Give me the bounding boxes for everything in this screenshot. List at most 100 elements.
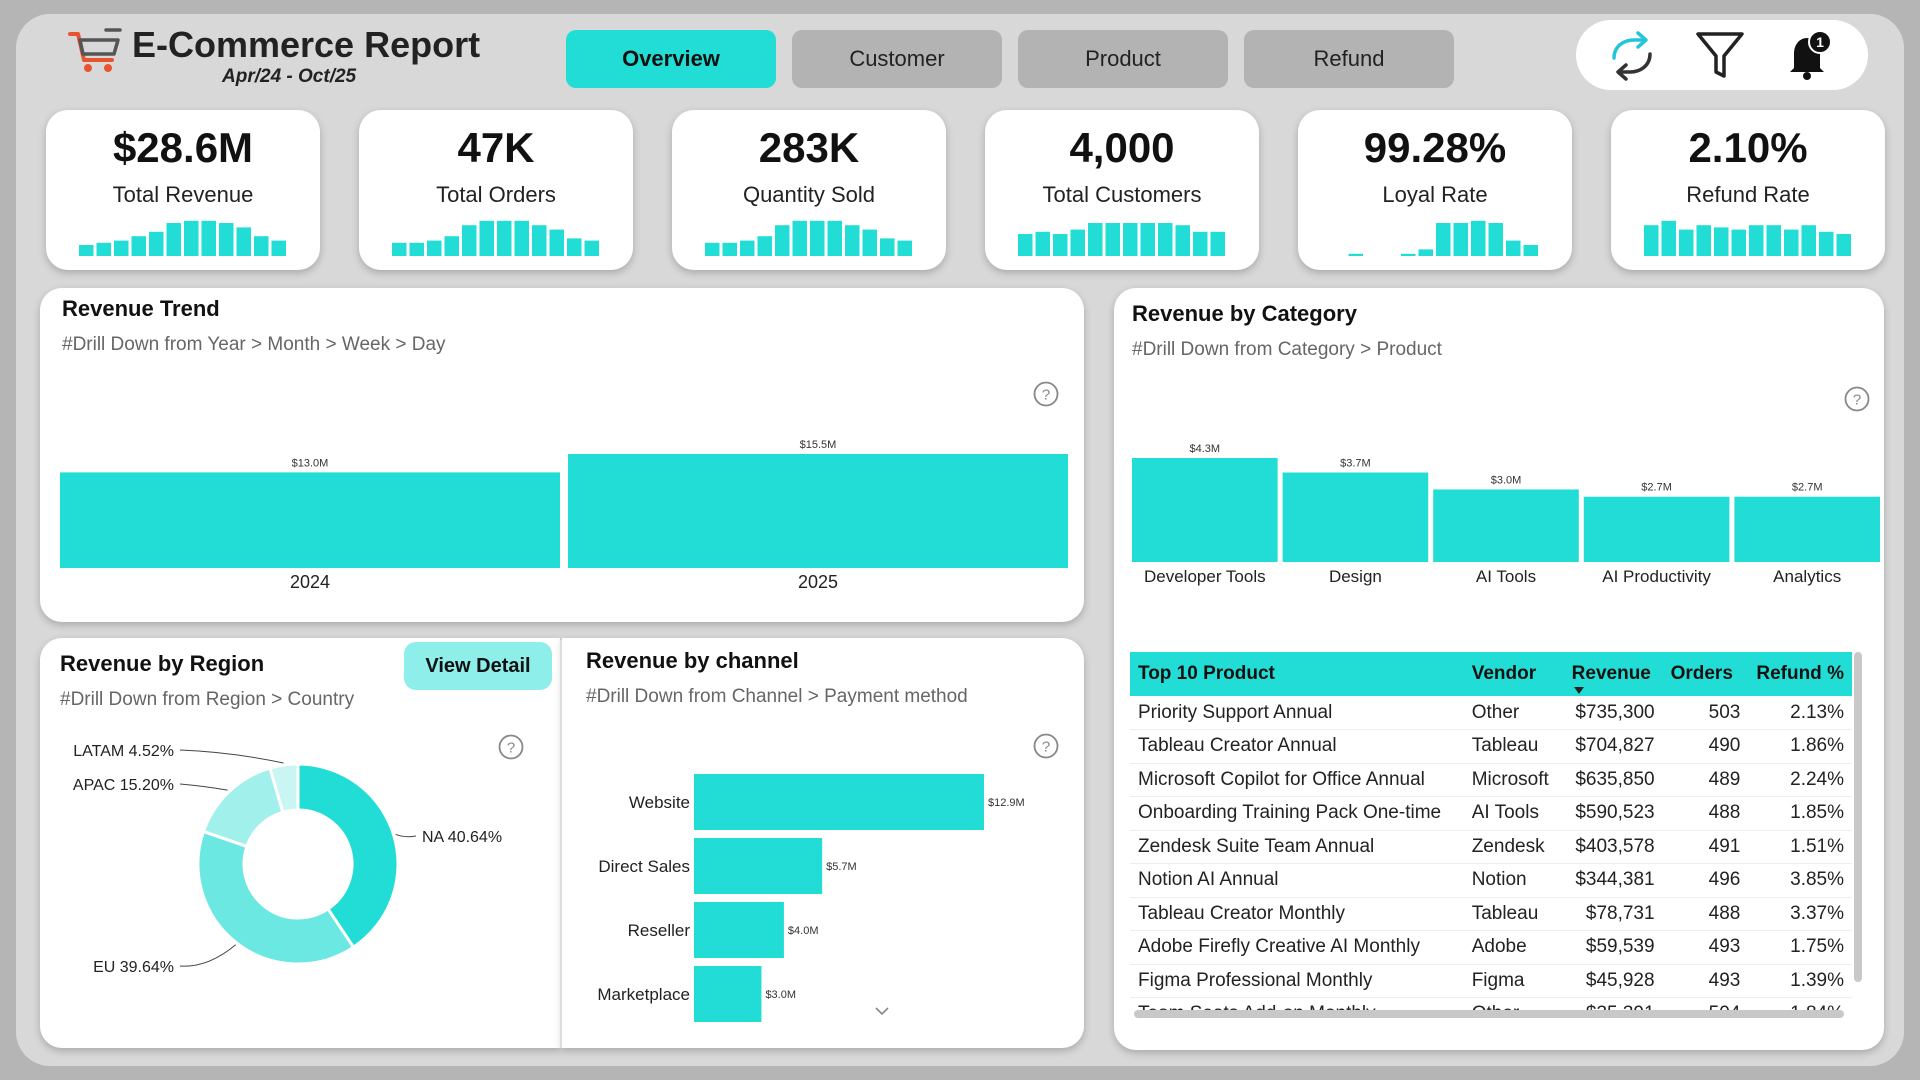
table-row[interactable]: Figma Professional Monthly Figma $45,928… <box>1130 964 1852 998</box>
cell-vendor: Zendesk <box>1463 830 1564 864</box>
sparkline-bar <box>1175 225 1190 256</box>
column-header-product[interactable]: Top 10 Product <box>1130 652 1464 696</box>
table-row[interactable]: Onboarding Training Pack One-time AI Too… <box>1130 796 1852 831</box>
bar-data-label: $3.0M <box>765 989 796 1001</box>
bar[interactable] <box>568 454 1068 568</box>
cell-vendor: Notion <box>1463 863 1564 898</box>
sparkline-bar <box>1193 231 1208 256</box>
table-vertical-scrollbar[interactable] <box>1854 652 1862 982</box>
question-icon[interactable]: ? <box>1033 381 1059 407</box>
sparkline-bar <box>1801 225 1816 256</box>
category-label: Direct Sales <box>598 857 690 876</box>
donut-slice[interactable] <box>196 829 356 966</box>
tab-customer[interactable]: Customer <box>792 30 1002 88</box>
sparkline-bar <box>1819 231 1834 256</box>
sparkline-bar <box>827 220 842 256</box>
cell-orders: 488 <box>1662 796 1749 831</box>
cell-revenue: $35,391 <box>1563 997 1663 1012</box>
bar[interactable] <box>694 902 784 958</box>
bar[interactable] <box>60 472 560 568</box>
slice-label: EU 39.64% <box>93 959 174 976</box>
sparkline-bar <box>1679 229 1694 256</box>
column-header-refund[interactable]: Refund % <box>1748 652 1852 696</box>
question-icon[interactable]: ? <box>1844 386 1870 412</box>
column-header-revenue[interactable]: Revenue <box>1563 652 1663 696</box>
sparkline-bar <box>880 238 895 256</box>
table-row[interactable]: Adobe Firefly Creative AI Monthly Adobe … <box>1130 930 1852 965</box>
sparkline-bar <box>1506 240 1521 256</box>
bar[interactable] <box>1583 496 1730 562</box>
leader-line <box>395 833 417 838</box>
column-header-orders[interactable]: Orders <box>1662 652 1749 696</box>
sparkline-bar <box>219 223 234 256</box>
bar[interactable] <box>1282 472 1429 562</box>
cell-orders: 504 <box>1662 997 1749 1012</box>
sparkline-bar <box>409 242 424 256</box>
table-row[interactable]: Priority Support Annual Other $735,300 5… <box>1130 696 1852 730</box>
category-title: Revenue by Category <box>1132 301 1357 326</box>
bar[interactable] <box>694 774 984 830</box>
sparkline-bar <box>584 240 599 256</box>
column-header-vendor[interactable]: Vendor <box>1463 652 1564 696</box>
table-row[interactable]: Tableau Creator Annual Tableau $704,827 … <box>1130 729 1852 764</box>
table-horizontal-scrollbar[interactable] <box>1134 1010 1844 1018</box>
table-row[interactable]: Zendesk Suite Team Annual Zendesk $403,5… <box>1130 830 1852 864</box>
sparkline-bar <box>462 225 477 256</box>
sparkline-bar <box>792 220 807 256</box>
cell-revenue: $45,928 <box>1563 964 1663 998</box>
sparkline-bar <box>862 229 877 256</box>
bar[interactable] <box>1132 458 1278 562</box>
bar[interactable] <box>1433 489 1579 562</box>
cell-refund: 2.13% <box>1748 696 1852 730</box>
cell-orders: 491 <box>1662 830 1749 864</box>
svg-text:?: ? <box>507 740 515 757</box>
question-icon[interactable]: ? <box>498 734 524 760</box>
donut-slice[interactable] <box>268 762 300 815</box>
table-row[interactable]: Notion AI Annual Notion $344,381 496 3.8… <box>1130 863 1852 898</box>
bar[interactable] <box>1734 496 1880 562</box>
donut-slice[interactable] <box>296 762 400 950</box>
view-detail-button[interactable]: View Detail <box>404 642 552 690</box>
filter-icon[interactable] <box>1692 28 1748 82</box>
revenue-trend-title: Revenue Trend <box>62 296 220 321</box>
cell-refund: 2.24% <box>1748 763 1852 797</box>
cell-vendor: Adobe <box>1463 930 1564 965</box>
sparkline-bar <box>131 236 146 256</box>
sparkline-bar <box>567 238 582 256</box>
tab-refund[interactable]: Refund <box>1244 30 1454 88</box>
sparkline-bar <box>166 223 181 256</box>
cell-refund: 3.85% <box>1748 863 1852 898</box>
bar-data-label: $15.5M <box>800 439 837 451</box>
table-row[interactable]: Tableau Creator Monthly Tableau $78,731 … <box>1130 897 1852 931</box>
bar[interactable] <box>694 838 823 894</box>
table-row[interactable]: Microsoft Copilot for Office Annual Micr… <box>1130 763 1852 797</box>
cell-refund: 1.51% <box>1748 830 1852 864</box>
kpi-label: Loyal Rate <box>1382 182 1488 207</box>
kpi-sparkline <box>1018 223 1225 256</box>
bar[interactable] <box>694 966 762 1022</box>
kpi-card-refund-rate: 2.10% Refund Rate <box>1611 110 1885 270</box>
sparkline-bar <box>532 225 547 256</box>
svg-text:?: ? <box>1042 739 1050 756</box>
kpi-value: 99.28% <box>1363 124 1507 171</box>
revenue-trend-subtitle: #Drill Down from Year > Month > Week > D… <box>62 334 446 355</box>
sparkline-bar <box>1836 234 1851 256</box>
sync-icon[interactable] <box>1604 28 1660 82</box>
bell-icon[interactable]: 1 <box>1780 28 1836 82</box>
kpi-sparkline <box>1348 220 1538 256</box>
question-icon[interactable]: ? <box>1033 733 1059 759</box>
shopping-cart-icon <box>68 28 122 72</box>
cell-vendor: Microsoft <box>1463 763 1564 797</box>
bar-data-label: $13.0M <box>292 457 329 469</box>
tab-product[interactable]: Product <box>1018 30 1228 88</box>
category-label: AI Tools <box>1476 567 1536 586</box>
tab-overview[interactable]: Overview <box>566 30 776 88</box>
kpi-card-loyal-rate: 99.28% Loyal Rate <box>1298 110 1572 270</box>
donut-slice[interactable] <box>201 766 285 849</box>
bar-data-label: $3.7M <box>1340 458 1371 470</box>
table-row[interactable]: Team Seats Add-on Monthly Other $35,391 … <box>1130 997 1852 1012</box>
sparkline-bar <box>149 231 164 256</box>
kpi-value: $28.6M <box>112 124 254 171</box>
chevron-down-icon[interactable] <box>874 1006 890 1016</box>
cell-product: Tableau Creator Annual <box>1130 729 1464 764</box>
